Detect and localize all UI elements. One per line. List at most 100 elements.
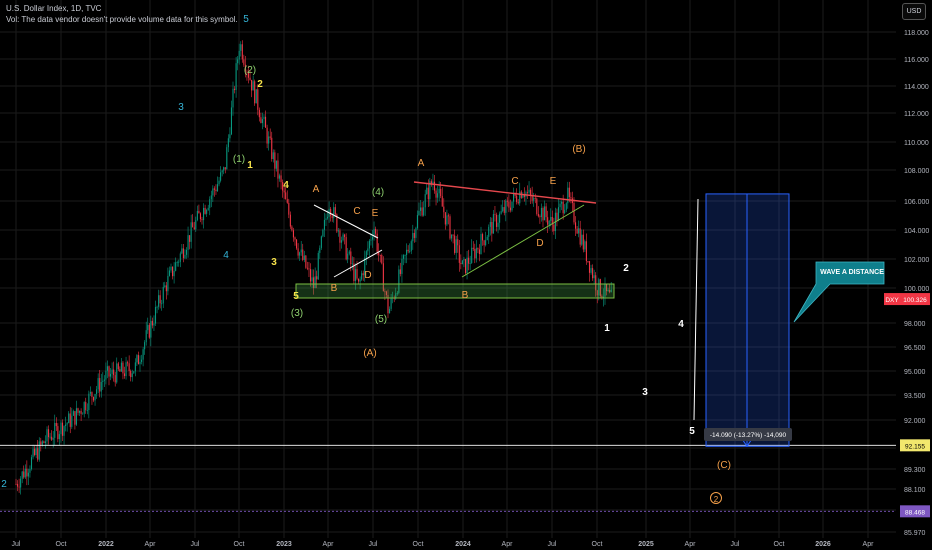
candle-body <box>547 217 549 225</box>
candle-body <box>154 306 157 324</box>
support-zone <box>295 283 615 299</box>
x-tick-label: Oct <box>234 541 245 548</box>
candle-body <box>55 422 57 427</box>
candle-body <box>294 237 296 240</box>
chart-title: U.S. Dollar Index, 1D, TVC <box>6 4 102 13</box>
candle-body <box>117 363 119 370</box>
candle-body <box>592 268 594 279</box>
candle-body <box>60 422 62 435</box>
candle-body <box>224 167 226 170</box>
candle-body <box>207 207 209 211</box>
candle-body <box>24 468 26 478</box>
x-tick-label: 2026 <box>815 541 831 548</box>
price-axis[interactable]: 118.000 116.000 114.000 112.000 110.000 108.0… <box>904 30 929 537</box>
candle-body <box>37 448 39 460</box>
candle-body <box>474 248 476 259</box>
candle-body <box>446 215 448 225</box>
dxy-symbol-bg <box>884 293 900 306</box>
candle-body <box>424 194 426 208</box>
candle-body <box>300 249 302 253</box>
candle-body <box>451 234 453 239</box>
candle-body <box>199 213 201 220</box>
candle-body <box>18 486 20 488</box>
candle-body <box>316 276 318 280</box>
candle-body <box>466 257 468 274</box>
y-tick-label: 88.100 <box>904 487 926 494</box>
candle-body <box>299 252 301 256</box>
wave-label: A <box>418 158 425 169</box>
price-tags: DXY 100.326 92.155 88.468 <box>884 293 930 518</box>
candle-body <box>151 320 153 326</box>
candle-body <box>15 483 17 485</box>
candle-body <box>150 320 152 338</box>
candle-body <box>602 296 604 298</box>
volume-note: Vol: The data vendor doesn't provide vol… <box>6 15 238 24</box>
candle-body <box>38 441 40 460</box>
candle-body <box>590 268 592 273</box>
candle-body <box>116 363 118 383</box>
candle-body <box>336 214 338 232</box>
candle-body <box>376 233 378 252</box>
candle-body <box>203 207 205 221</box>
wave-label: B <box>331 283 338 294</box>
candle-body <box>416 215 418 229</box>
candle-body <box>120 362 122 372</box>
candle-body <box>553 224 555 232</box>
candle-body <box>167 275 169 292</box>
candle-body <box>356 269 358 279</box>
candle-body <box>106 366 108 371</box>
candle-body <box>389 308 391 314</box>
projection-line <box>693 198 699 421</box>
candle-body <box>350 251 352 265</box>
candle-body <box>198 210 200 214</box>
candle-body <box>148 324 150 338</box>
y-tick-label: 108.000 <box>904 168 929 175</box>
candle-body <box>607 290 609 292</box>
candle-body <box>125 362 127 377</box>
candle-body <box>475 248 477 259</box>
candle-body <box>88 393 90 411</box>
candle-body <box>164 285 166 287</box>
candle-body <box>449 216 451 239</box>
candle-body <box>548 220 550 225</box>
wave-label: B <box>462 290 469 301</box>
x-tick-label: Jul <box>369 541 378 548</box>
candle-body <box>142 349 144 360</box>
candle-body <box>86 410 88 411</box>
x-tick-label: Apr <box>685 541 697 548</box>
candle-body <box>204 207 206 214</box>
time-axis[interactable]: Jul Oct 2022 Apr Jul Oct 2023 Apr Jul Oct 2024 Apr J… <box>12 541 875 548</box>
candle-body <box>429 181 431 200</box>
candle-body <box>499 213 501 223</box>
candle-body <box>137 355 139 365</box>
candle-body <box>381 254 383 264</box>
y-tick-label: 98.000 <box>904 321 926 328</box>
candle-body <box>440 188 442 197</box>
candle-body <box>168 270 170 276</box>
candle-body <box>127 362 129 364</box>
candle-body <box>66 423 68 425</box>
candle-body <box>491 222 493 234</box>
candle-body <box>468 257 470 264</box>
measure-arrow-head <box>742 440 752 448</box>
x-tick-label: 2023 <box>276 541 292 548</box>
y-tick-label: 93.500 <box>904 393 926 400</box>
candle-body <box>89 392 91 394</box>
wave-a-callout-shape <box>793 261 885 323</box>
wave-label: A <box>313 184 320 195</box>
y-tick-label: 89.300 <box>904 467 926 474</box>
candle-body <box>378 251 380 255</box>
x-tick-label: Jul <box>12 541 21 548</box>
candle-body <box>354 269 356 282</box>
candle-body <box>567 187 569 204</box>
wave-label: (1) <box>233 154 245 165</box>
currency-button[interactable]: USD <box>902 3 926 20</box>
candle-body <box>609 290 611 293</box>
candle-body <box>578 228 580 234</box>
candle-body <box>430 181 432 185</box>
candle-body <box>247 72 250 78</box>
candle-body <box>297 248 299 256</box>
candle-body <box>514 192 516 196</box>
wave-a-callout-text: WAVE A DISTANCE <box>820 269 884 276</box>
